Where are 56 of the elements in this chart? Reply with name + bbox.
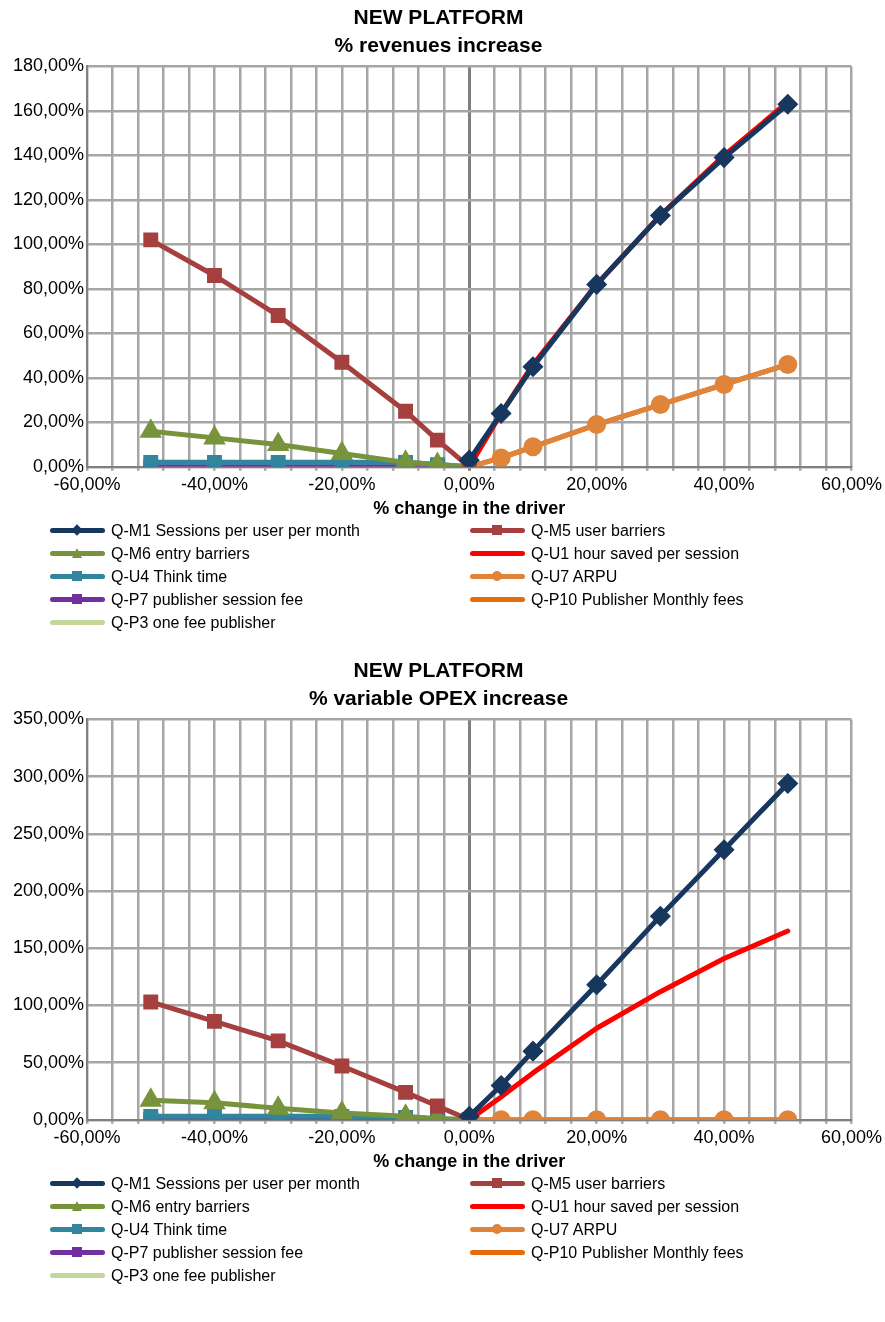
x-tick-label: 0,00% xyxy=(443,1126,495,1147)
chart-title: NEW PLATFORM xyxy=(353,658,524,682)
x-tick-label: -20,00% xyxy=(308,1126,376,1147)
legend-label: Q-P3 one fee publisher xyxy=(111,613,276,632)
y-tick-label: 100,00% xyxy=(13,994,85,1015)
y-tick-label: 140,00% xyxy=(13,144,85,165)
legend-label: Q-P7 publisher session fee xyxy=(111,1243,304,1262)
chart-title: NEW PLATFORM xyxy=(353,5,524,29)
x-tick-label: -20,00% xyxy=(308,473,376,494)
x-tick-label: -60,00% xyxy=(53,1126,121,1147)
x-axis-title: % change in the driver xyxy=(373,498,566,519)
legend-label: Q-P7 publisher session fee xyxy=(111,590,304,609)
y-tick-label: 40,00% xyxy=(23,366,85,387)
legend-label: Q-U4 Think time xyxy=(111,567,228,586)
x-tick-label: 0,00% xyxy=(443,473,495,494)
legend-label: Q-U1 hour saved per session xyxy=(531,544,740,563)
y-tick-label: 250,00% xyxy=(13,822,85,843)
x-axis-title: % change in the driver xyxy=(373,1151,566,1172)
legend-label: Q-M5 user barriers xyxy=(531,521,666,540)
legend-label: Q-M1 Sessions per user per month xyxy=(111,1174,360,1193)
legend-label: Q-U4 Think time xyxy=(111,1220,228,1239)
x-tick-label: -40,00% xyxy=(180,1126,248,1147)
y-tick-label: 60,00% xyxy=(23,322,85,343)
y-tick-label: 80,00% xyxy=(23,277,85,298)
y-tick-label: 0,00% xyxy=(33,455,85,476)
legend-label: Q-M1 Sessions per user per month xyxy=(111,521,360,540)
y-tick-label: 20,00% xyxy=(23,411,85,432)
legend-label: Q-P10 Publisher Monthly fees xyxy=(531,1243,744,1262)
chart-subtitle: % variable OPEX increase xyxy=(308,685,569,709)
legend-label: Q-M5 user barriers xyxy=(531,1174,666,1193)
x-tick-label: -40,00% xyxy=(180,473,248,494)
y-tick-label: 350,00% xyxy=(13,708,85,729)
x-tick-label: 40,00% xyxy=(693,1126,755,1147)
legend-label: Q-P3 one fee publisher xyxy=(111,1266,276,1285)
x-tick-label: -60,00% xyxy=(53,473,121,494)
legend-label: Q-U7 ARPU xyxy=(531,567,618,586)
chart-subtitle: % revenues increase xyxy=(334,32,543,56)
x-tick-label: 60,00% xyxy=(820,1126,883,1147)
legend-label: Q-U1 hour saved per session xyxy=(531,1197,740,1216)
x-tick-label: 60,00% xyxy=(820,473,883,494)
y-tick-label: 120,00% xyxy=(13,188,85,209)
x-tick-label: 40,00% xyxy=(693,473,755,494)
legend-label: Q-M6 entry barriers xyxy=(111,1197,250,1216)
y-tick-label: 50,00% xyxy=(23,1051,85,1072)
y-tick-label: 300,00% xyxy=(13,765,85,786)
x-tick-label: 20,00% xyxy=(566,473,628,494)
x-tick-label: 20,00% xyxy=(566,1126,628,1147)
y-tick-label: 0,00% xyxy=(33,1108,85,1129)
legend-label: Q-P10 Publisher Monthly fees xyxy=(531,590,744,609)
y-tick-label: 200,00% xyxy=(13,879,85,900)
legend-label: Q-U7 ARPU xyxy=(531,1220,618,1239)
y-tick-label: 150,00% xyxy=(13,937,85,958)
y-tick-label: 180,00% xyxy=(13,55,85,76)
legend-label: Q-M6 entry barriers xyxy=(111,544,250,563)
y-tick-label: 100,00% xyxy=(13,233,85,254)
y-tick-label: 160,00% xyxy=(13,99,85,120)
